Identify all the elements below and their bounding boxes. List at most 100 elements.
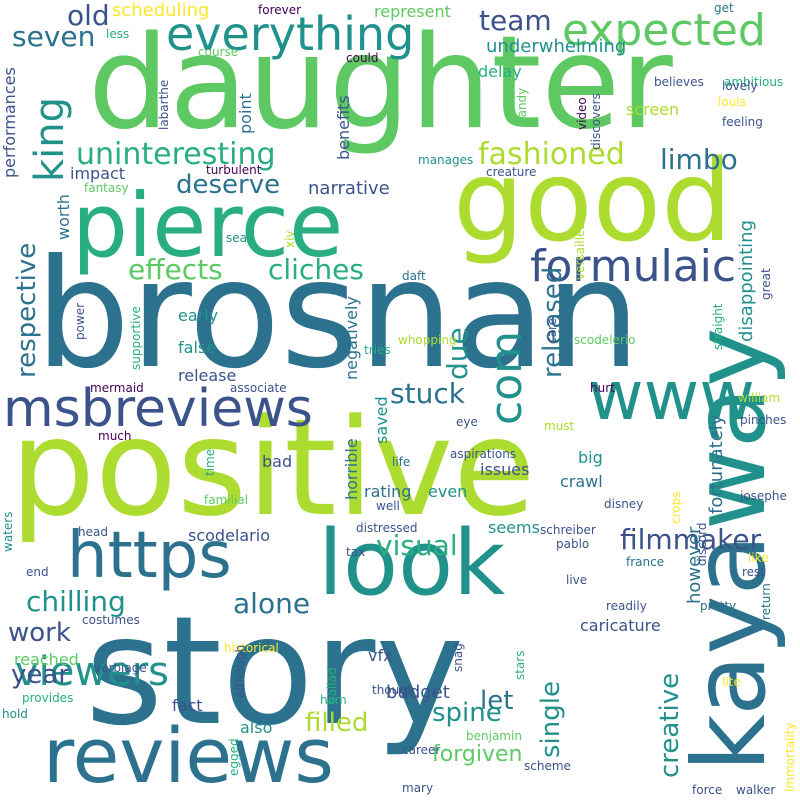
word: fashioned xyxy=(478,137,625,172)
word: crops xyxy=(669,491,683,524)
word: viewers xyxy=(15,649,170,695)
word: early xyxy=(178,306,219,325)
word: good xyxy=(453,137,733,267)
word: benefits xyxy=(334,95,353,160)
word: crawl xyxy=(560,472,603,491)
word: provides xyxy=(22,691,74,705)
word: vfx xyxy=(368,646,393,665)
word: limbo xyxy=(660,143,738,176)
word: screen xyxy=(626,100,680,119)
word: big xyxy=(578,448,603,467)
word: caricature xyxy=(580,616,661,635)
word: also xyxy=(240,718,273,737)
word: mermaid xyxy=(90,381,144,395)
word: although xyxy=(233,644,247,698)
word: candy xyxy=(515,87,529,124)
word: tries xyxy=(364,343,391,357)
word: scheduling xyxy=(112,0,210,21)
word: feeling xyxy=(722,115,763,129)
word: fact xyxy=(172,696,203,715)
word: walker xyxy=(736,783,776,797)
word: stuck xyxy=(390,377,465,410)
word: forever xyxy=(258,3,302,17)
word: daughter xyxy=(88,9,673,158)
word: saved xyxy=(372,396,391,444)
word: career xyxy=(402,743,441,757)
word: pinches xyxy=(740,413,787,427)
word: must xyxy=(544,419,575,433)
word: historical xyxy=(224,641,279,655)
word: hurt xyxy=(590,381,615,395)
word: rating xyxy=(364,482,412,501)
word: louis xyxy=(718,95,746,109)
word: verbiage xyxy=(94,661,147,675)
word: team xyxy=(479,4,552,37)
word: familial xyxy=(204,493,248,507)
word: spine xyxy=(432,698,502,728)
word: manages xyxy=(418,153,474,167)
word: narrative xyxy=(308,178,390,199)
word: william xyxy=(738,391,781,405)
word: disney xyxy=(604,497,644,511)
word: scheme xyxy=(524,759,571,773)
word: seems xyxy=(488,518,540,537)
word: supportive xyxy=(129,306,143,370)
word: even xyxy=(428,482,468,501)
word: disappointing xyxy=(736,219,757,342)
word: costumes xyxy=(82,613,140,627)
word: pierce xyxy=(72,174,344,277)
word: cliches xyxy=(268,253,364,286)
word: mary xyxy=(402,781,434,795)
word: associate xyxy=(230,381,287,395)
word: hold xyxy=(2,707,28,721)
word: immortality xyxy=(783,722,797,792)
word: issues xyxy=(480,460,530,479)
word: represent xyxy=(374,2,451,21)
word: end xyxy=(26,565,49,579)
word: lovely xyxy=(722,79,758,93)
word: seven xyxy=(12,20,96,53)
word: effects xyxy=(128,253,223,286)
word: could xyxy=(346,51,379,65)
word: deserve xyxy=(176,170,281,200)
word: well xyxy=(376,499,400,513)
word: josephe xyxy=(740,489,787,503)
word: life xyxy=(392,455,411,469)
word: benjamin xyxy=(466,729,522,743)
word: forgiven xyxy=(432,742,523,767)
word: respective xyxy=(12,242,42,378)
word: scodelario xyxy=(188,526,270,545)
word: release xyxy=(178,366,237,385)
word: versailles xyxy=(573,223,587,280)
word: lite xyxy=(722,675,741,689)
word: live xyxy=(566,573,588,587)
word: daft xyxy=(402,269,426,283)
word: let xyxy=(480,686,514,716)
word: com xyxy=(481,331,532,425)
word: believes xyxy=(654,75,704,89)
word: reached xyxy=(14,650,79,669)
word: filmmaker xyxy=(620,523,762,556)
word: fantasy xyxy=(84,181,129,195)
word: alone xyxy=(233,587,311,620)
word: performances xyxy=(0,67,19,178)
word: egged xyxy=(227,738,241,776)
word: bad xyxy=(262,452,293,471)
word: impact xyxy=(70,164,126,183)
word: scodelerio xyxy=(574,333,636,347)
word: old xyxy=(67,0,110,32)
word: head xyxy=(78,525,108,539)
word: return xyxy=(759,583,773,620)
word: everything xyxy=(166,7,415,61)
word: time xyxy=(203,448,217,476)
word: tax xyxy=(346,545,366,559)
word: false xyxy=(178,338,217,357)
word: get xyxy=(714,1,734,15)
word: horrible xyxy=(342,438,361,500)
word: xiv xyxy=(283,230,297,248)
word: discord xyxy=(695,522,709,566)
word: force xyxy=(692,783,723,797)
word: ambitious xyxy=(724,75,784,89)
word: budget xyxy=(386,682,450,703)
word: discovers xyxy=(589,93,603,150)
